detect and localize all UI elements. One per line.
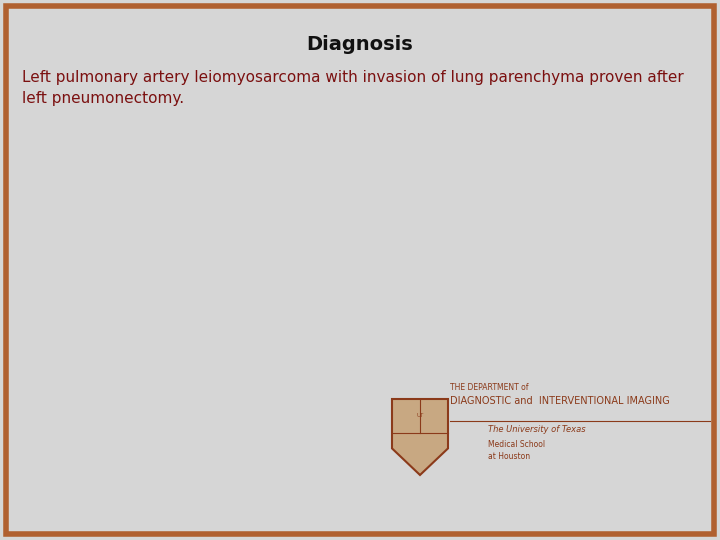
Text: DIAGNOSTIC and  INTERVENTIONAL IMAGING: DIAGNOSTIC and INTERVENTIONAL IMAGING xyxy=(450,396,670,406)
Text: at Houston: at Houston xyxy=(488,452,530,461)
Text: The University of Texas: The University of Texas xyxy=(488,425,585,434)
Text: Medical School: Medical School xyxy=(488,440,545,449)
Text: THE DEPARTMENT of: THE DEPARTMENT of xyxy=(450,383,528,392)
Text: Diagnosis: Diagnosis xyxy=(307,35,413,54)
Text: Left pulmonary artery leiomyosarcoma with invasion of lung parenchyma proven aft: Left pulmonary artery leiomyosarcoma wit… xyxy=(22,70,684,106)
Text: UT: UT xyxy=(416,413,423,418)
Polygon shape xyxy=(392,399,448,475)
